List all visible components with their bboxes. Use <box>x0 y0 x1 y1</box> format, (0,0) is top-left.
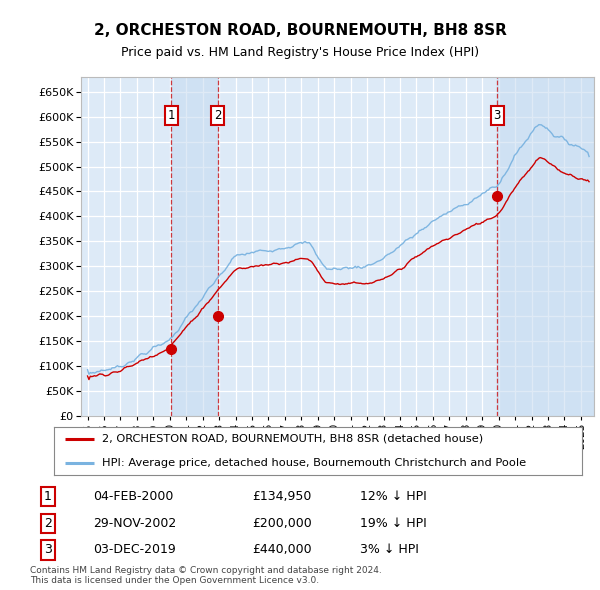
Text: Price paid vs. HM Land Registry's House Price Index (HPI): Price paid vs. HM Land Registry's House … <box>121 46 479 59</box>
Text: 3: 3 <box>494 109 501 122</box>
Text: £134,950: £134,950 <box>252 490 311 503</box>
Text: 2: 2 <box>44 517 52 530</box>
Text: 1: 1 <box>167 109 175 122</box>
Text: Contains HM Land Registry data © Crown copyright and database right 2024.
This d: Contains HM Land Registry data © Crown c… <box>30 566 382 585</box>
Text: £440,000: £440,000 <box>252 543 311 556</box>
Text: £200,000: £200,000 <box>252 517 312 530</box>
Text: 3% ↓ HPI: 3% ↓ HPI <box>360 543 419 556</box>
Bar <box>497 77 594 416</box>
Text: 12% ↓ HPI: 12% ↓ HPI <box>360 490 427 503</box>
Text: 2, ORCHESTON ROAD, BOURNEMOUTH, BH8 8SR: 2, ORCHESTON ROAD, BOURNEMOUTH, BH8 8SR <box>94 24 506 38</box>
Text: 19% ↓ HPI: 19% ↓ HPI <box>360 517 427 530</box>
Bar <box>171 77 218 416</box>
Text: 2, ORCHESTON ROAD, BOURNEMOUTH, BH8 8SR (detached house): 2, ORCHESTON ROAD, BOURNEMOUTH, BH8 8SR … <box>101 434 482 444</box>
Text: 04-FEB-2000: 04-FEB-2000 <box>93 490 173 503</box>
Text: 03-DEC-2019: 03-DEC-2019 <box>93 543 176 556</box>
Text: 2: 2 <box>214 109 221 122</box>
Text: 3: 3 <box>44 543 52 556</box>
Text: 1: 1 <box>44 490 52 503</box>
Text: HPI: Average price, detached house, Bournemouth Christchurch and Poole: HPI: Average price, detached house, Bour… <box>101 458 526 468</box>
Text: 29-NOV-2002: 29-NOV-2002 <box>93 517 176 530</box>
